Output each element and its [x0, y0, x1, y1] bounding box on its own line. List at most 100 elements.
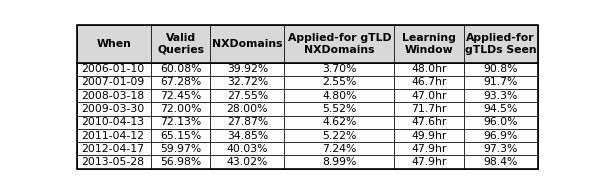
Text: Learning
Window: Learning Window: [402, 33, 456, 55]
Bar: [211, 89, 284, 102]
Text: 2012-04-17: 2012-04-17: [81, 144, 144, 154]
Bar: [394, 142, 464, 155]
Text: 5.22%: 5.22%: [322, 131, 356, 141]
Bar: [284, 63, 394, 76]
Text: 28.00%: 28.00%: [227, 104, 268, 114]
Bar: [211, 129, 284, 142]
Bar: [151, 76, 211, 89]
Text: 91.7%: 91.7%: [484, 77, 518, 87]
Text: Valid
Queries: Valid Queries: [157, 33, 205, 55]
Text: 49.9hr: 49.9hr: [411, 131, 446, 141]
Text: 56.98%: 56.98%: [160, 157, 202, 167]
Text: 59.97%: 59.97%: [160, 144, 202, 154]
Bar: [284, 89, 394, 102]
Text: 98.4%: 98.4%: [484, 157, 518, 167]
Text: 67.28%: 67.28%: [160, 77, 202, 87]
Text: 94.5%: 94.5%: [484, 104, 518, 114]
Bar: [151, 102, 211, 116]
Bar: [284, 116, 394, 129]
Text: 65.15%: 65.15%: [160, 131, 202, 141]
Bar: [284, 155, 394, 169]
Text: 27.87%: 27.87%: [227, 117, 268, 127]
Text: 47.9hr: 47.9hr: [411, 157, 446, 167]
Bar: [394, 76, 464, 89]
Text: 46.7hr: 46.7hr: [411, 77, 446, 87]
Bar: [77, 142, 151, 155]
Bar: [151, 63, 211, 76]
Text: 60.08%: 60.08%: [160, 64, 202, 74]
Text: 2013-05-28: 2013-05-28: [81, 157, 144, 167]
Text: 47.9hr: 47.9hr: [411, 144, 446, 154]
Text: 3.70%: 3.70%: [322, 64, 357, 74]
Text: 90.8%: 90.8%: [484, 64, 518, 74]
Bar: [394, 89, 464, 102]
Text: 96.0%: 96.0%: [484, 117, 518, 127]
Bar: [211, 63, 284, 76]
Text: 32.72%: 32.72%: [227, 77, 268, 87]
Text: 2011-04-12: 2011-04-12: [81, 131, 144, 141]
Text: 93.3%: 93.3%: [484, 91, 518, 101]
Text: 8.99%: 8.99%: [322, 157, 356, 167]
Text: When: When: [97, 39, 132, 49]
Text: 71.7hr: 71.7hr: [411, 104, 446, 114]
Bar: [151, 155, 211, 169]
Text: 5.52%: 5.52%: [322, 104, 356, 114]
Bar: [464, 129, 538, 142]
Text: Applied-for gTLD
NXDomains: Applied-for gTLD NXDomains: [287, 33, 391, 55]
Text: 2008-03-18: 2008-03-18: [81, 91, 144, 101]
Text: 39.92%: 39.92%: [227, 64, 268, 74]
Bar: [284, 76, 394, 89]
Bar: [151, 116, 211, 129]
Bar: [284, 129, 394, 142]
Bar: [151, 129, 211, 142]
Bar: [77, 89, 151, 102]
Text: 7.24%: 7.24%: [322, 144, 356, 154]
Text: 2.55%: 2.55%: [322, 77, 356, 87]
Bar: [151, 89, 211, 102]
Text: 47.6hr: 47.6hr: [411, 117, 446, 127]
Text: 2010-04-13: 2010-04-13: [81, 117, 144, 127]
Bar: [211, 155, 284, 169]
Bar: [394, 102, 464, 116]
Bar: [284, 102, 394, 116]
Text: 2006-01-10: 2006-01-10: [81, 64, 144, 74]
Bar: [77, 63, 151, 76]
Bar: [464, 76, 538, 89]
Text: NXDomains: NXDomains: [212, 39, 283, 49]
Text: 2009-03-30: 2009-03-30: [81, 104, 144, 114]
Text: 97.3%: 97.3%: [484, 144, 518, 154]
Bar: [77, 102, 151, 116]
Bar: [394, 129, 464, 142]
Bar: [394, 155, 464, 169]
Text: 96.9%: 96.9%: [484, 131, 518, 141]
Bar: [464, 155, 538, 169]
Bar: [211, 102, 284, 116]
Text: 47.0hr: 47.0hr: [411, 91, 447, 101]
Bar: [151, 142, 211, 155]
Text: 2007-01-09: 2007-01-09: [81, 77, 144, 87]
Bar: [211, 142, 284, 155]
Text: 72.13%: 72.13%: [160, 117, 202, 127]
Bar: [464, 89, 538, 102]
Bar: [77, 76, 151, 89]
Bar: [464, 102, 538, 116]
Bar: [394, 63, 464, 76]
Text: 27.55%: 27.55%: [227, 91, 268, 101]
Text: 40.03%: 40.03%: [227, 144, 268, 154]
Text: 34.85%: 34.85%: [227, 131, 268, 141]
Bar: [77, 155, 151, 169]
Bar: [77, 116, 151, 129]
Text: 48.0hr: 48.0hr: [411, 64, 447, 74]
Bar: [464, 142, 538, 155]
Bar: [464, 63, 538, 76]
Text: 72.00%: 72.00%: [160, 104, 202, 114]
Bar: [211, 116, 284, 129]
Text: 72.45%: 72.45%: [160, 91, 202, 101]
Bar: [464, 116, 538, 129]
Text: 4.62%: 4.62%: [322, 117, 356, 127]
Text: 43.02%: 43.02%: [227, 157, 268, 167]
Text: Applied-for
gTLDs Seen: Applied-for gTLDs Seen: [465, 33, 536, 55]
Bar: [284, 142, 394, 155]
Bar: [394, 116, 464, 129]
Text: 4.80%: 4.80%: [322, 91, 357, 101]
